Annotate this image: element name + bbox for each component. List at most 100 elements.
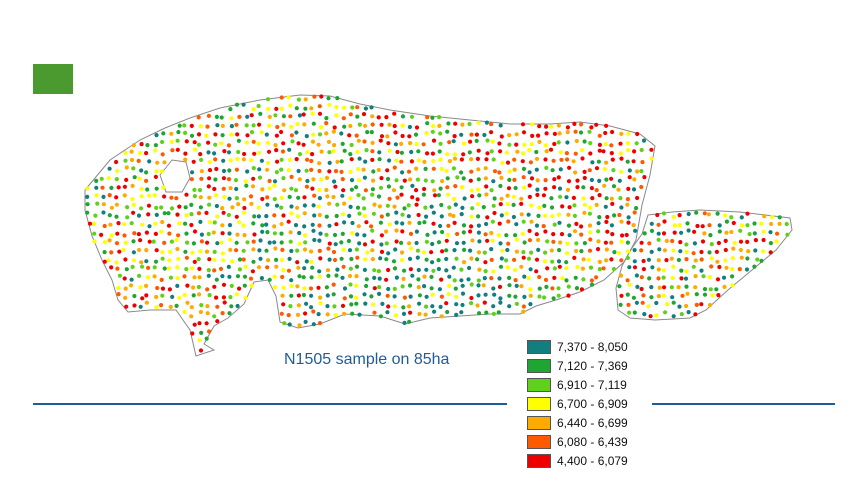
sample-point [311,228,316,233]
sample-point [582,210,587,215]
sample-point [394,228,399,233]
sample-point [189,305,194,310]
sample-point [747,232,752,237]
sample-point [324,187,329,193]
sample-point [649,147,654,152]
sample-point [425,115,430,120]
sample-point [476,120,481,125]
sample-point [489,188,494,193]
sample-point [182,123,187,128]
sample-point [745,211,750,216]
legend-swatch [527,339,551,354]
sample-point [552,141,557,147]
sample-point [452,278,457,283]
sample-point [116,285,121,290]
sample-point [425,151,430,156]
sample-point [357,312,362,317]
sample-point [498,241,503,246]
sample-point [109,250,114,255]
sample-point [175,265,180,270]
sample-point [384,115,389,120]
sample-point [207,176,212,181]
sample-point [341,247,346,252]
sample-point [259,276,264,281]
sample-point [432,309,437,314]
sample-point [205,124,210,129]
sample-point [679,230,684,235]
sample-point [236,138,241,143]
sample-point [489,276,494,281]
sample-point [289,124,294,129]
sample-point [709,256,714,261]
sample-point [160,250,165,255]
sample-point [684,257,689,262]
sample-point [395,195,400,200]
sample-point [85,210,90,215]
sample-point [335,96,340,101]
sample-point [574,221,579,226]
sample-point [482,300,487,305]
sample-point [670,275,675,281]
sample-point [325,304,330,309]
sample-point [160,256,165,261]
sample-point [125,205,130,210]
sample-point [139,142,144,147]
sample-point [391,188,397,193]
sample-point [550,286,555,291]
sample-point [424,257,429,262]
sample-point [430,292,435,297]
sample-point [342,124,347,129]
sample-point [534,149,539,155]
sample-point [627,310,632,315]
sample-point [266,106,271,111]
sample-point [207,220,212,225]
sample-point [753,238,759,243]
sample-point [565,140,570,145]
sample-point [286,168,291,173]
sample-point [490,219,495,224]
sample-point [147,239,152,244]
sample-point [476,167,481,172]
sample-point [679,312,684,317]
sample-point [714,287,719,292]
sample-point [162,266,167,271]
sample-point [661,275,666,280]
sample-point [619,205,624,210]
sample-point [365,130,370,135]
sample-point [558,150,564,155]
sample-point [333,313,338,318]
sample-point [476,177,481,182]
sample-point [176,233,181,238]
sample-point [189,177,194,182]
sample-point [500,248,505,253]
sample-point [198,219,203,224]
sample-point [309,167,314,172]
sample-point [459,310,464,315]
sample-point [334,222,339,227]
sample-point [168,304,173,309]
sample-point [477,193,482,198]
sample-point [530,122,535,127]
sample-point [528,267,533,272]
sample-point [144,248,149,253]
sample-point [544,284,549,289]
sample-point [589,278,595,283]
sample-point [469,256,474,261]
sample-point [316,204,321,209]
sample-point [597,178,602,183]
sample-point [331,282,336,287]
sample-point [215,319,220,324]
sample-point [436,266,441,272]
sample-point [257,175,263,180]
sample-point [691,264,696,269]
sample-point [356,224,361,229]
sample-point [784,221,789,227]
sample-point [392,123,397,129]
sample-point [424,214,429,219]
sample-point [514,222,519,227]
sample-point [634,141,639,146]
sample-point [213,157,218,162]
sample-point [347,248,353,253]
sample-point [565,251,570,256]
sample-point [301,275,306,280]
